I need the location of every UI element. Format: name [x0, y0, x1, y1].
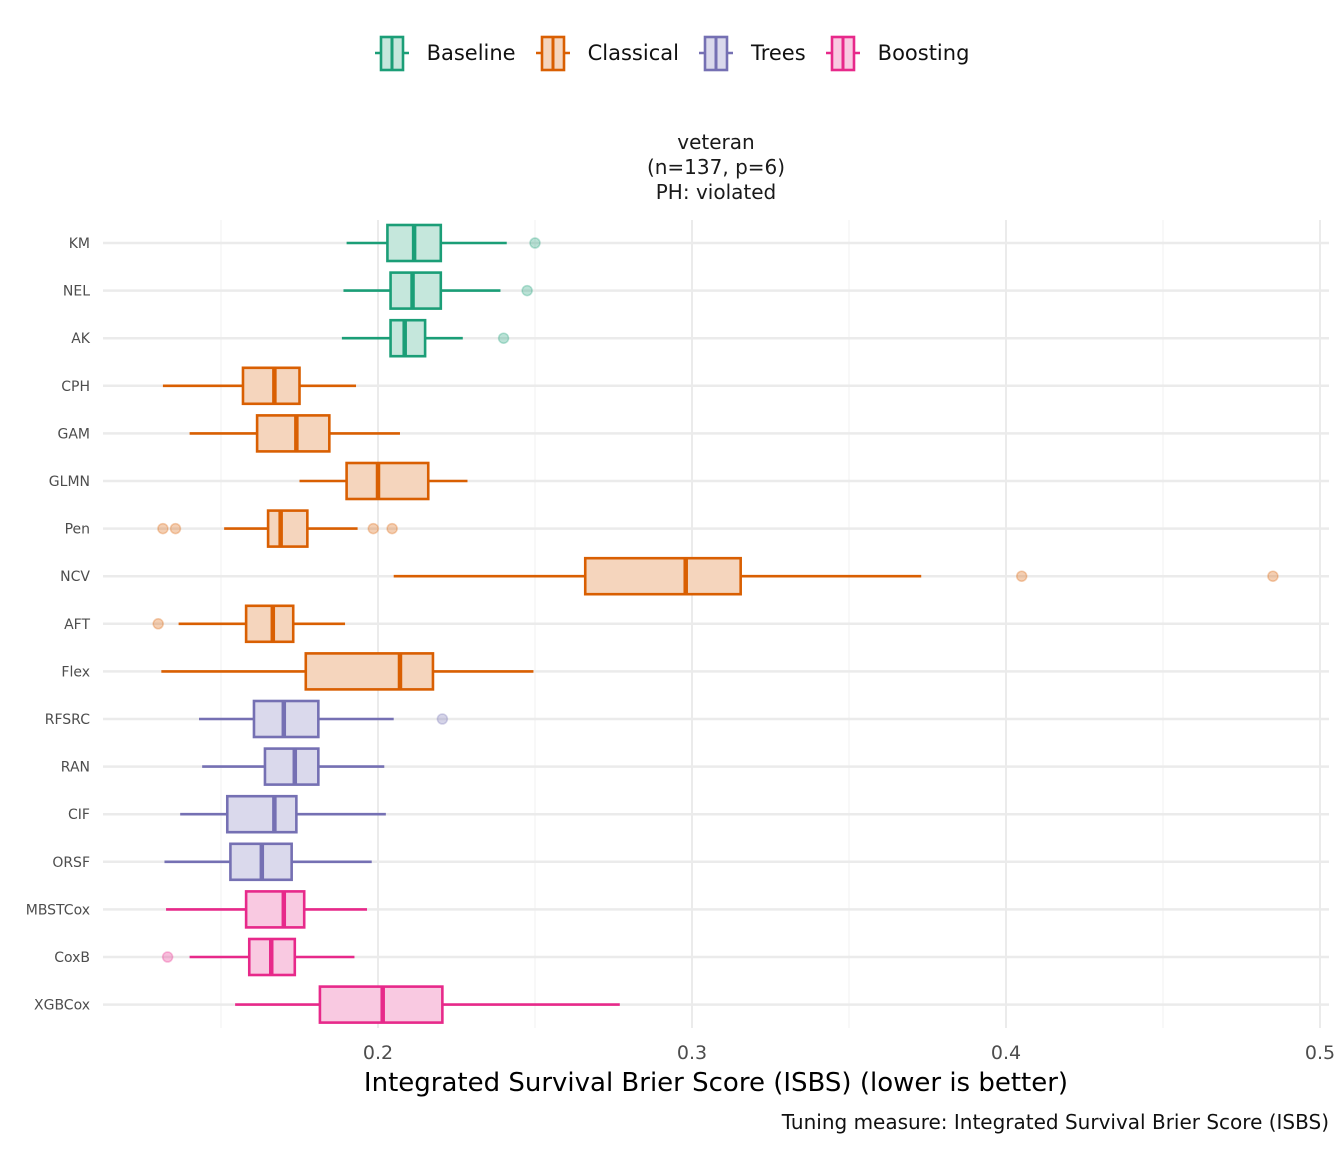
box-orsf — [164, 842, 372, 882]
box-iqr — [225, 794, 298, 834]
box-nel — [343, 271, 533, 310]
box-flex — [161, 652, 534, 691]
outlier-point — [161, 951, 174, 963]
legend-item-baseline: Baseline — [374, 34, 516, 72]
legend-item-trees: Trees — [698, 34, 806, 72]
box-marks — [152, 223, 1279, 1024]
y-tick-label: NEL — [63, 284, 90, 300]
x-tick-label: 0.2 — [363, 1042, 393, 1064]
box-gam — [189, 414, 400, 453]
box-cph — [162, 366, 357, 406]
facet-title-line-dims: (n=137, p=6) — [646, 155, 786, 179]
y-tick-label: CoxB — [54, 950, 90, 966]
y-tick-label: CIF — [68, 807, 90, 823]
legend-item-boosting: Boosting — [825, 34, 970, 72]
outlier-point — [169, 522, 182, 535]
box-iqr — [389, 318, 427, 358]
x-tick-label: 0.4 — [991, 1042, 1021, 1064]
legend-key-classical-icon — [535, 35, 570, 72]
legend-label: Baseline — [426, 41, 516, 65]
box-iqr — [583, 556, 742, 596]
box-iqr — [304, 652, 435, 691]
box-iqr — [266, 509, 309, 548]
box-km — [346, 223, 541, 263]
y-tick-label: Flex — [61, 664, 90, 680]
legend-label: Trees — [750, 41, 806, 65]
box-iqr — [389, 271, 443, 310]
legend-key-baseline-icon — [374, 35, 409, 72]
y-tick-label: AFT — [64, 617, 90, 633]
legend-label: Boosting — [877, 41, 970, 65]
outlier-point — [521, 284, 533, 297]
y-tick-label: KM — [69, 236, 90, 252]
y-tick-label: MBSTCox — [26, 902, 90, 918]
y-tick-label: Pen — [65, 522, 90, 538]
y-tick-label: GAM — [57, 426, 90, 442]
outlier-point — [1267, 570, 1279, 582]
y-tick-label: RFSRC — [45, 712, 90, 728]
x-tick-label: 0.5 — [1305, 1042, 1335, 1064]
outlier-point — [367, 522, 380, 535]
y-tick-label: ORSF — [52, 855, 90, 871]
facet-title-line-ph: PH: violated — [655, 180, 777, 204]
x-axis-title: Integrated Survival Brier Score (ISBS) (… — [363, 1068, 1069, 1098]
legend-key-trees-icon — [698, 35, 733, 72]
box-xgbcox — [235, 985, 620, 1024]
outlier-point — [157, 522, 169, 535]
outlier-point — [1015, 570, 1028, 582]
facet-title-line-dataset: veteran — [677, 130, 755, 154]
box-coxb — [161, 937, 355, 977]
box-iqr — [244, 604, 295, 644]
x-axis-labels: 0.2 0.3 0.4 0.5 — [363, 1042, 1335, 1064]
facet-strip-title: veteran (n=137, p=6) PH: violated — [103, 130, 1329, 205]
outlier-point — [497, 332, 510, 344]
box-cif — [180, 794, 386, 834]
y-tick-label: RAN — [61, 760, 90, 776]
x-tick-label: 0.3 — [677, 1042, 707, 1064]
legend-label: Classical — [587, 41, 679, 65]
y-tick-label: GLMN — [49, 474, 90, 490]
legend-key-boosting-icon — [825, 35, 860, 72]
y-axis-labels: KM NEL AK CPH GAM GLMN Pen NCV AFT Flex RFSRC RAN CI… — [26, 236, 91, 1014]
box-glmn — [299, 461, 468, 501]
box-iqr — [263, 747, 320, 786]
box-ncv — [393, 556, 1279, 596]
box-iqr — [345, 461, 430, 501]
outlier-point — [529, 237, 541, 249]
chart-caption: Tuning measure: Integrated Survival Brie… — [781, 1110, 1329, 1134]
box-ak — [341, 318, 510, 358]
box-mbstcox — [166, 890, 368, 929]
box-rfsrc — [199, 699, 449, 739]
box-iqr — [252, 699, 320, 739]
box-iqr — [244, 890, 306, 929]
outlier-point — [436, 713, 449, 725]
box-ran — [202, 747, 385, 786]
legend-item-classical: Classical — [535, 34, 679, 72]
y-tick-label: NCV — [60, 569, 90, 585]
legend: Baseline Classical Trees Boosting — [0, 30, 1344, 76]
box-aft — [152, 604, 346, 644]
outlier-point — [386, 522, 398, 535]
box-iqr — [241, 366, 301, 406]
outlier-point — [152, 618, 164, 630]
y-tick-label: AK — [71, 331, 91, 347]
box-pen — [157, 509, 398, 548]
y-tick-label: CPH — [61, 379, 90, 395]
y-tick-label: XGBCox — [34, 998, 90, 1014]
box-iqr — [255, 414, 331, 453]
